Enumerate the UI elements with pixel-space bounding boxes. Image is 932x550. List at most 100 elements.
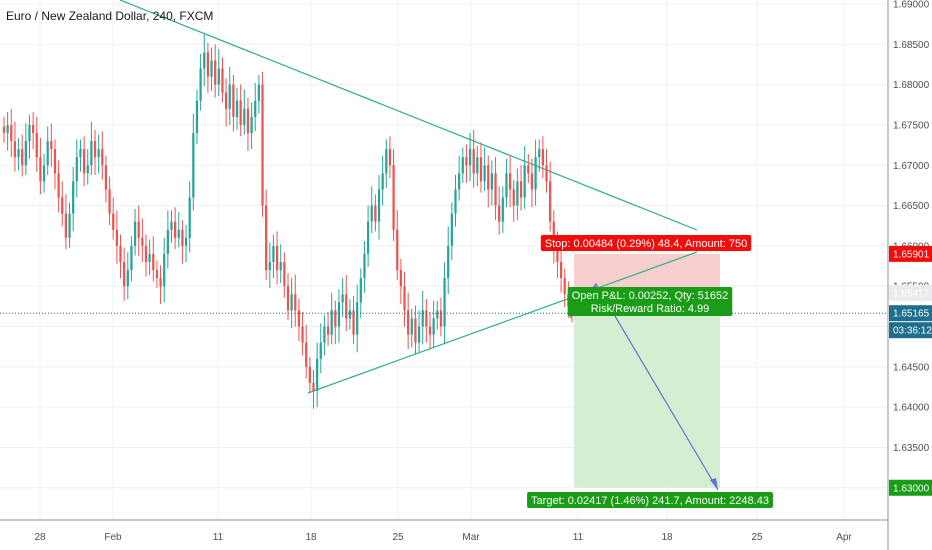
candle[interactable] (527, 165, 530, 174)
candle[interactable] (206, 52, 210, 77)
candle[interactable] (61, 197, 64, 214)
candle[interactable] (123, 262, 126, 287)
candle[interactable] (286, 286, 290, 311)
candle[interactable] (188, 197, 191, 238)
price-tag-current[interactable] (889, 305, 932, 322)
price-tag-target[interactable] (889, 479, 932, 496)
candle[interactable] (257, 84, 261, 101)
candle[interactable] (483, 165, 486, 182)
candle[interactable] (177, 229, 180, 238)
candle[interactable] (377, 189, 381, 222)
candle[interactable] (72, 181, 75, 214)
candle[interactable] (403, 286, 406, 311)
candle[interactable] (428, 326, 432, 335)
candle[interactable] (490, 173, 494, 190)
candle[interactable] (275, 245, 279, 271)
candle[interactable] (239, 100, 242, 125)
candle[interactable] (50, 141, 53, 150)
candle[interactable] (323, 326, 326, 343)
candle[interactable] (370, 205, 373, 222)
candle[interactable] (523, 165, 526, 198)
candle[interactable] (334, 310, 337, 327)
candle[interactable] (75, 157, 78, 182)
candle[interactable] (130, 245, 133, 271)
candle[interactable] (359, 278, 362, 303)
candle[interactable] (366, 221, 370, 254)
candle[interactable] (192, 133, 195, 198)
candle[interactable] (417, 326, 421, 343)
candle[interactable] (235, 100, 239, 117)
candle[interactable] (210, 60, 213, 77)
candle[interactable] (447, 245, 450, 279)
candle[interactable] (173, 221, 177, 238)
candle[interactable] (163, 253, 166, 287)
candle[interactable] (126, 270, 129, 287)
candle[interactable] (341, 294, 344, 303)
candle[interactable] (181, 229, 184, 246)
candle[interactable] (268, 262, 271, 271)
candle[interactable] (82, 149, 86, 174)
plot-area[interactable] (0, 0, 888, 520)
candle[interactable] (254, 100, 257, 117)
candle[interactable] (79, 149, 82, 158)
candle[interactable] (425, 310, 428, 327)
candle[interactable] (57, 173, 60, 198)
candle[interactable] (476, 157, 479, 174)
candle[interactable] (356, 302, 359, 335)
candle[interactable] (148, 253, 151, 263)
candle[interactable] (410, 318, 413, 335)
candle[interactable] (501, 197, 504, 222)
candle[interactable] (214, 60, 217, 85)
candle[interactable] (549, 181, 552, 222)
candle[interactable] (155, 270, 159, 279)
candle[interactable] (556, 245, 559, 263)
candle[interactable] (35, 133, 38, 158)
candle[interactable] (312, 382, 315, 392)
candle[interactable] (243, 108, 246, 125)
candle[interactable] (184, 237, 188, 246)
candle[interactable] (144, 245, 148, 263)
candle[interactable] (141, 237, 144, 246)
candle[interactable] (232, 84, 235, 117)
candle[interactable] (534, 157, 537, 190)
candle[interactable] (294, 294, 297, 311)
candle[interactable] (443, 278, 446, 327)
candle[interactable] (90, 141, 93, 166)
candle[interactable] (530, 173, 534, 190)
candle[interactable] (283, 262, 286, 287)
candle[interactable] (115, 229, 119, 246)
candle[interactable] (21, 149, 24, 166)
candle[interactable] (308, 366, 311, 383)
candle[interactable] (101, 149, 104, 166)
candle[interactable] (454, 189, 457, 214)
candle[interactable] (461, 157, 464, 174)
target-label[interactable]: Target: 0.02417 (1.46%) 241.7, Amount: 2… (527, 492, 773, 508)
candle[interactable] (265, 205, 268, 271)
candle[interactable] (53, 149, 57, 174)
candle[interactable] (31, 124, 35, 134)
candle[interactable] (133, 221, 137, 246)
candle[interactable] (2, 126, 6, 134)
candle[interactable] (166, 229, 169, 254)
candle[interactable] (305, 342, 308, 367)
candle[interactable] (97, 149, 100, 158)
price-tag-entry[interactable] (889, 284, 932, 301)
candle[interactable] (137, 221, 140, 238)
candle[interactable] (170, 221, 173, 230)
candle[interactable] (119, 245, 122, 263)
candle[interactable] (224, 92, 228, 109)
candle[interactable] (159, 278, 162, 287)
candle[interactable] (337, 302, 341, 327)
pnl-label[interactable]: Open P&L: 0.00252, Qty: 51652Risk/Reward… (567, 287, 733, 316)
candle[interactable] (68, 213, 71, 238)
candle[interactable] (228, 84, 231, 109)
candle[interactable] (494, 173, 497, 206)
candle[interactable] (479, 157, 483, 182)
candle[interactable] (414, 318, 417, 343)
candle[interactable] (10, 124, 13, 142)
candle[interactable] (24, 141, 27, 166)
candle[interactable] (436, 310, 439, 319)
candle[interactable] (392, 165, 395, 230)
candle[interactable] (508, 173, 512, 190)
